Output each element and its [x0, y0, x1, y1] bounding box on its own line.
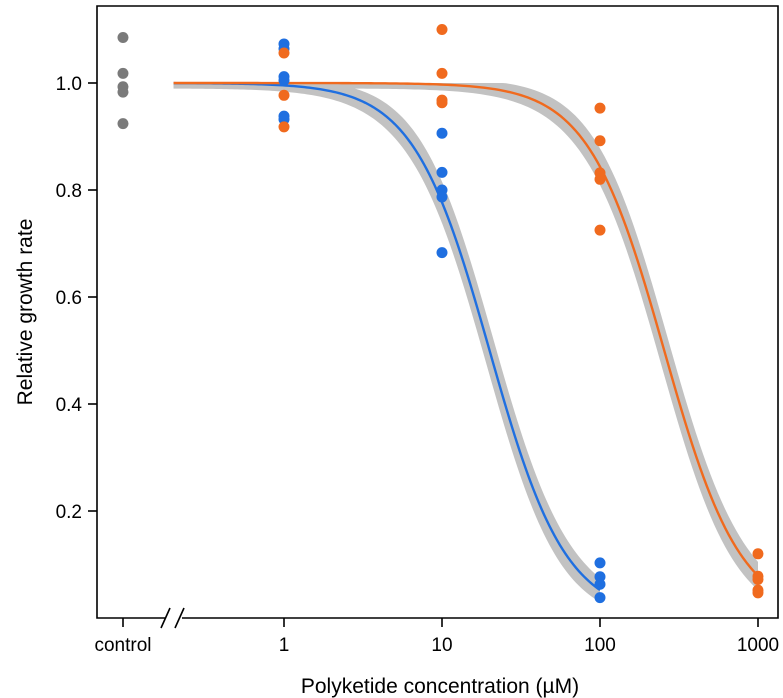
- axes: [96, 5, 779, 629]
- data-point: [594, 557, 606, 569]
- fit-curve-2: [173, 81, 759, 577]
- y-tick-label: 0.4: [56, 395, 83, 416]
- data-point: [278, 89, 290, 101]
- data-point: [436, 127, 448, 139]
- x-tick-label: 10: [431, 635, 452, 656]
- y-tick-label: 0.6: [56, 288, 82, 309]
- data-point: [278, 74, 290, 86]
- data-point: [436, 247, 448, 259]
- data-point: [117, 86, 129, 98]
- axis-break-mark-right: [174, 607, 185, 629]
- data-point: [594, 135, 606, 147]
- data-point: [752, 548, 764, 560]
- data-point: [278, 121, 290, 133]
- data-point: [117, 67, 129, 79]
- data-point: [594, 173, 606, 185]
- data-point: [436, 67, 448, 79]
- data-point: [436, 166, 448, 178]
- confidence-bands: [173, 83, 758, 603]
- data-point: [752, 587, 764, 599]
- data-point: [752, 573, 764, 585]
- fit-curves: [173, 81, 759, 591]
- data-point: [594, 102, 606, 114]
- x-tick-label: control: [94, 635, 151, 656]
- y-tick-label: 0.2: [56, 502, 82, 523]
- y-axis-ticks: 0.2 0.4 0.6 0.8 1.0: [56, 74, 97, 523]
- data-point: [594, 224, 606, 236]
- x-axis-title: Polyketide concentration (µM): [301, 675, 579, 698]
- data-point: [594, 592, 606, 604]
- x-tick-label: 1000: [737, 635, 779, 656]
- x-tick-label: 1: [279, 635, 290, 656]
- data-point: [436, 191, 448, 203]
- data-point: [117, 32, 129, 44]
- x-axis-ticks: control 1 10 100 1000: [94, 618, 779, 656]
- y-tick-label: 1.0: [56, 74, 82, 95]
- confidence-band-1: [173, 83, 600, 603]
- data-point: [278, 47, 290, 59]
- data-points: [117, 24, 764, 604]
- plot-frame: [96, 5, 779, 619]
- axis-break-mark-left: [160, 607, 171, 629]
- data-point: [436, 24, 448, 35]
- data-point: [436, 97, 448, 109]
- data-point: [594, 578, 606, 590]
- confidence-band-2: [173, 83, 758, 590]
- y-axis-title: Relative growth rate: [14, 219, 37, 406]
- data-point: [117, 118, 129, 130]
- y-tick-label: 0.8: [56, 181, 82, 202]
- x-tick-label: 100: [584, 635, 616, 656]
